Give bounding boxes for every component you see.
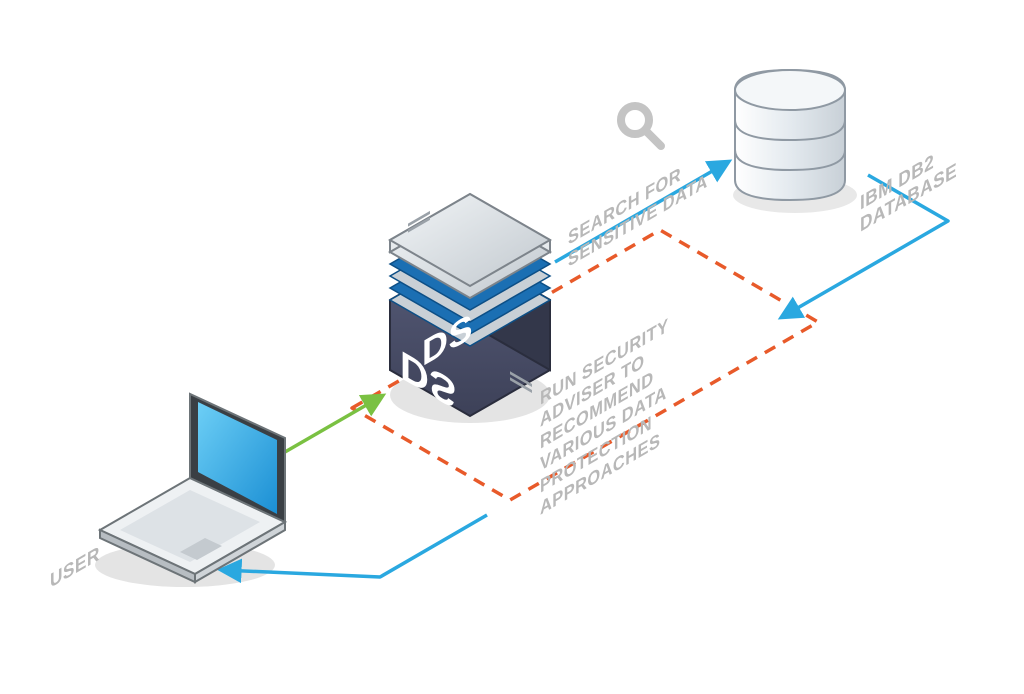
- server-node: DS DS: [390, 194, 550, 418]
- label-database: IBM DB2 DATABASE: [860, 137, 957, 237]
- magnifier-icon: [621, 106, 661, 146]
- label-advice: RUN SECURITY ADVISER TO RECOMMEND VARIOU…: [540, 312, 674, 520]
- label-user: USER: [50, 542, 100, 593]
- database-node: [735, 70, 845, 200]
- diagram-canvas: DS DS USER IBM DB2 DATABASE: [0, 0, 1024, 694]
- label-search: SEARCH FOR SENSITIVE DATA: [568, 148, 708, 272]
